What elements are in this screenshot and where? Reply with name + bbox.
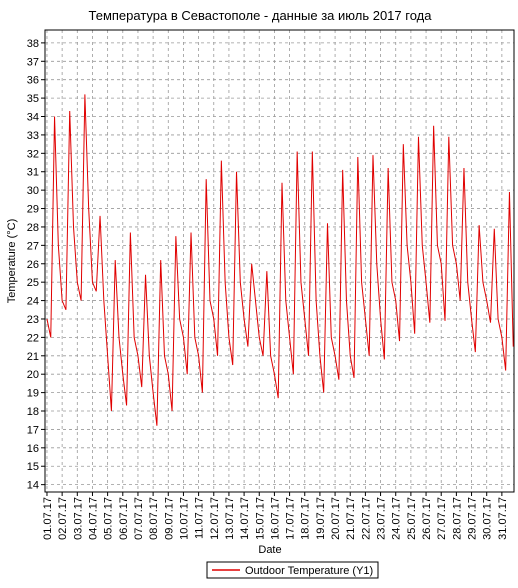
x-tick-label: 18.07.17 xyxy=(300,497,312,540)
y-tick-label: 17 xyxy=(27,424,39,436)
legend-box xyxy=(206,561,379,579)
chart-title: Температура в Севастополе - данные за ию… xyxy=(89,8,433,23)
y-tick-label: 32 xyxy=(27,148,39,160)
y-tick-label: 27 xyxy=(27,240,39,252)
x-tick-label: 05.07.17 xyxy=(103,497,115,540)
x-tick-label: 11.07.17 xyxy=(194,497,206,539)
y-tick-label: 34 xyxy=(27,112,39,124)
y-tick-label: 23 xyxy=(27,314,39,326)
y-tick-label: 37 xyxy=(27,56,39,68)
y-tick-label: 14 xyxy=(27,480,39,492)
x-tick-label: 04.07.17 xyxy=(87,497,99,540)
x-tick-label: 17.07.17 xyxy=(285,497,297,540)
data-line xyxy=(46,94,514,426)
y-tick-label: 16 xyxy=(27,443,39,455)
x-tick-label: 09.07.17 xyxy=(163,497,175,540)
x-tick-label: 06.07.17 xyxy=(118,497,130,540)
x-tick-label: 30.07.17 xyxy=(482,497,494,540)
x-tick-label: 08.07.17 xyxy=(148,497,160,540)
x-tick-label: 02.07.17 xyxy=(57,497,69,540)
x-tick-label: 24.07.17 xyxy=(391,497,403,540)
x-tick-label: 15.07.17 xyxy=(254,497,266,540)
y-tick-label: 33 xyxy=(27,130,39,142)
y-tick-label: 21 xyxy=(27,351,39,363)
y-tick-label: 18 xyxy=(27,406,39,418)
plot-border xyxy=(44,29,515,493)
y-axis-label: Temperature (°C) xyxy=(6,219,18,303)
x-tick-label: 13.07.17 xyxy=(224,497,236,540)
y-tick-label: 35 xyxy=(27,93,39,105)
y-tick-label: 36 xyxy=(27,75,39,87)
y-tick-label: 20 xyxy=(27,369,39,381)
y-tick-label: 31 xyxy=(27,167,39,179)
x-tick-label: 14.07.17 xyxy=(239,497,251,540)
y-tick-label: 22 xyxy=(27,332,39,344)
x-tick-label: 26.07.17 xyxy=(421,497,433,540)
x-tick-label: 19.07.17 xyxy=(315,497,327,540)
x-tick-label: 03.07.17 xyxy=(72,497,84,540)
y-tick-label: 15 xyxy=(27,461,39,473)
y-tick-label: 30 xyxy=(27,185,39,197)
x-tick-label: 31.07.17 xyxy=(497,497,509,540)
y-tick-label: 29 xyxy=(27,204,39,216)
x-axis-label: Date xyxy=(258,544,281,556)
x-tick-label: 20.07.17 xyxy=(330,497,342,540)
legend-label: Outdoor Temperature (Y1) xyxy=(245,565,373,577)
x-tick-label: 21.07.17 xyxy=(345,497,357,540)
y-tick-label: 28 xyxy=(27,222,39,234)
y-tick-label: 25 xyxy=(27,277,39,289)
x-tick-label: 25.07.17 xyxy=(406,497,418,540)
x-tick-label: 27.07.17 xyxy=(436,497,448,540)
y-tick-label: 38 xyxy=(27,38,39,50)
y-tick-label: 24 xyxy=(27,296,39,308)
x-tick-label: 29.07.17 xyxy=(467,497,479,540)
x-tick-label: 16.07.17 xyxy=(269,497,281,540)
x-tick-label: 10.07.17 xyxy=(178,497,190,540)
x-tick-label: 23.07.17 xyxy=(376,497,388,540)
y-tick-label: 26 xyxy=(27,259,39,271)
x-tick-label: 07.07.17 xyxy=(133,497,145,540)
x-tick-label: 22.07.17 xyxy=(360,497,372,540)
x-tick-label: 28.07.17 xyxy=(451,497,463,540)
y-tick-label: 19 xyxy=(27,388,39,400)
x-tick-label: 12.07.17 xyxy=(209,497,221,540)
x-tick-label: 01.07.17 xyxy=(42,497,54,540)
